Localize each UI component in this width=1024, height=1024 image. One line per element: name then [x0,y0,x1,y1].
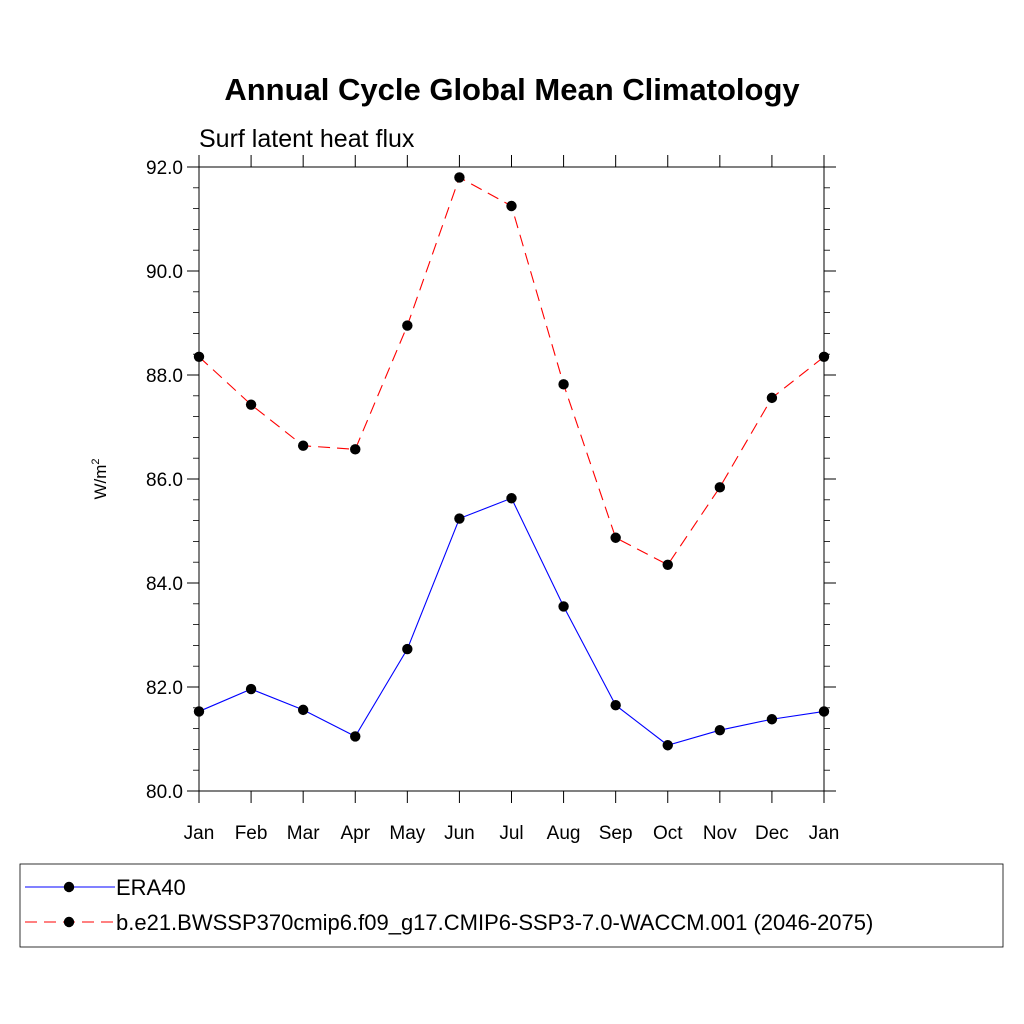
y-tick-label: 92.0 [146,158,183,179]
data-point [610,700,621,711]
data-point [766,714,778,725]
data-point [558,601,569,612]
data-point [297,440,309,451]
x-tick-label: Apr [340,823,370,844]
legend: ERA40 b.e21.BWSSP370cmip6.f09_g17.CMIP6-S… [25,875,873,935]
legend-entry: ERA40 [25,875,186,900]
data-point [297,704,309,716]
chart-title: Annual Cycle Global Mean Climatology [224,72,800,107]
data-point [454,513,465,524]
x-tick-label: Jan [809,823,840,844]
x-tick-label: Feb [235,823,268,844]
data-point [193,706,205,717]
data-point [454,172,465,183]
x-tick-label: Jul [499,823,523,844]
data-point [350,444,361,455]
legend-marker [63,916,75,928]
x-tick-label: Nov [703,823,737,844]
data-point [714,724,726,736]
y-tick-label: 90.0 [146,262,183,283]
y-tick-label: 88.0 [146,366,183,387]
y-axis-label-superscript: 2 [90,458,102,464]
x-tick-label: Oct [653,823,683,844]
series-1 [193,493,830,751]
data-point [245,683,257,695]
data-point [662,559,673,570]
y-tick-label: 86.0 [146,470,183,491]
legend-label: ERA40 [116,875,186,900]
y-tick-label: 80.0 [146,782,183,803]
series-layer [193,172,830,751]
axes: 80.0 82.0 84.0 86.0 88.0 90.0 92.0 Jan Feb Mar Apr… [146,155,839,844]
x-tick-label: Dec [755,823,789,844]
data-point [766,392,778,404]
x-tick-label: Jan [184,823,215,844]
data-point [818,351,830,362]
data-point [714,482,726,493]
x-tick-label: Jun [444,823,475,844]
x-tick-label: Mar [287,823,320,844]
series-2 [193,172,830,570]
y-tick-label: 84.0 [146,574,183,595]
series-line [198,176,825,566]
legend-marker [63,881,75,893]
data-point [193,351,205,362]
data-point [558,379,569,390]
data-point [245,399,257,410]
data-point [662,740,673,751]
legend-box [19,863,1004,948]
x-tick-label: Aug [547,823,581,844]
chart-subtitle: Surf latent heat flux [199,125,415,153]
data-point [402,320,413,331]
series-line [198,497,825,746]
data-point [506,200,517,212]
data-point [818,706,830,717]
legend-entry: b.e21.BWSSP370cmip6.f09_g17.CMIP6-SSP3-7… [25,910,873,935]
x-tick-label: May [389,823,425,844]
data-point [610,532,621,543]
y-axis-label-text: W/m [91,465,110,500]
data-point [350,731,361,742]
y-axis-label: W/m2 [90,458,110,499]
plot-frame [198,166,825,792]
y-tick-label: 82.0 [146,678,183,699]
svg-text:W/m2: W/m2 [90,458,110,499]
legend-label: b.e21.BWSSP370cmip6.f09_g17.CMIP6-SSP3-7… [116,910,873,935]
data-point [506,493,517,504]
x-tick-label: Sep [599,823,633,844]
data-point [402,643,413,655]
